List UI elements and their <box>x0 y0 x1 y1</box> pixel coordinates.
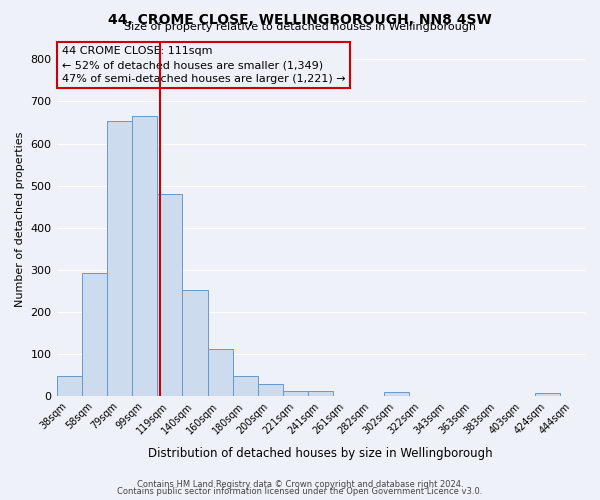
Bar <box>107 121 132 396</box>
Text: 44, CROME CLOSE, WELLINGBOROUGH, NN8 4SW: 44, CROME CLOSE, WELLINGBOROUGH, NN8 4SW <box>108 12 492 26</box>
Text: 44 CROME CLOSE: 111sqm
← 52% of detached houses are smaller (1,349)
47% of semi-: 44 CROME CLOSE: 111sqm ← 52% of detached… <box>62 46 346 84</box>
Bar <box>233 376 258 396</box>
Text: Size of property relative to detached houses in Wellingborough: Size of property relative to detached ho… <box>124 22 476 32</box>
Bar <box>82 273 107 396</box>
Bar <box>383 392 409 396</box>
Text: Contains HM Land Registry data © Crown copyright and database right 2024.: Contains HM Land Registry data © Crown c… <box>137 480 463 489</box>
Bar <box>157 194 182 396</box>
Bar <box>258 384 283 396</box>
Bar <box>182 290 208 396</box>
Text: Contains public sector information licensed under the Open Government Licence v3: Contains public sector information licen… <box>118 487 482 496</box>
Bar <box>56 376 82 396</box>
Bar <box>283 390 308 396</box>
Bar <box>308 390 334 396</box>
Bar <box>208 348 233 396</box>
Bar <box>132 116 157 396</box>
Bar <box>535 392 560 396</box>
Y-axis label: Number of detached properties: Number of detached properties <box>15 132 25 307</box>
X-axis label: Distribution of detached houses by size in Wellingborough: Distribution of detached houses by size … <box>148 447 493 460</box>
